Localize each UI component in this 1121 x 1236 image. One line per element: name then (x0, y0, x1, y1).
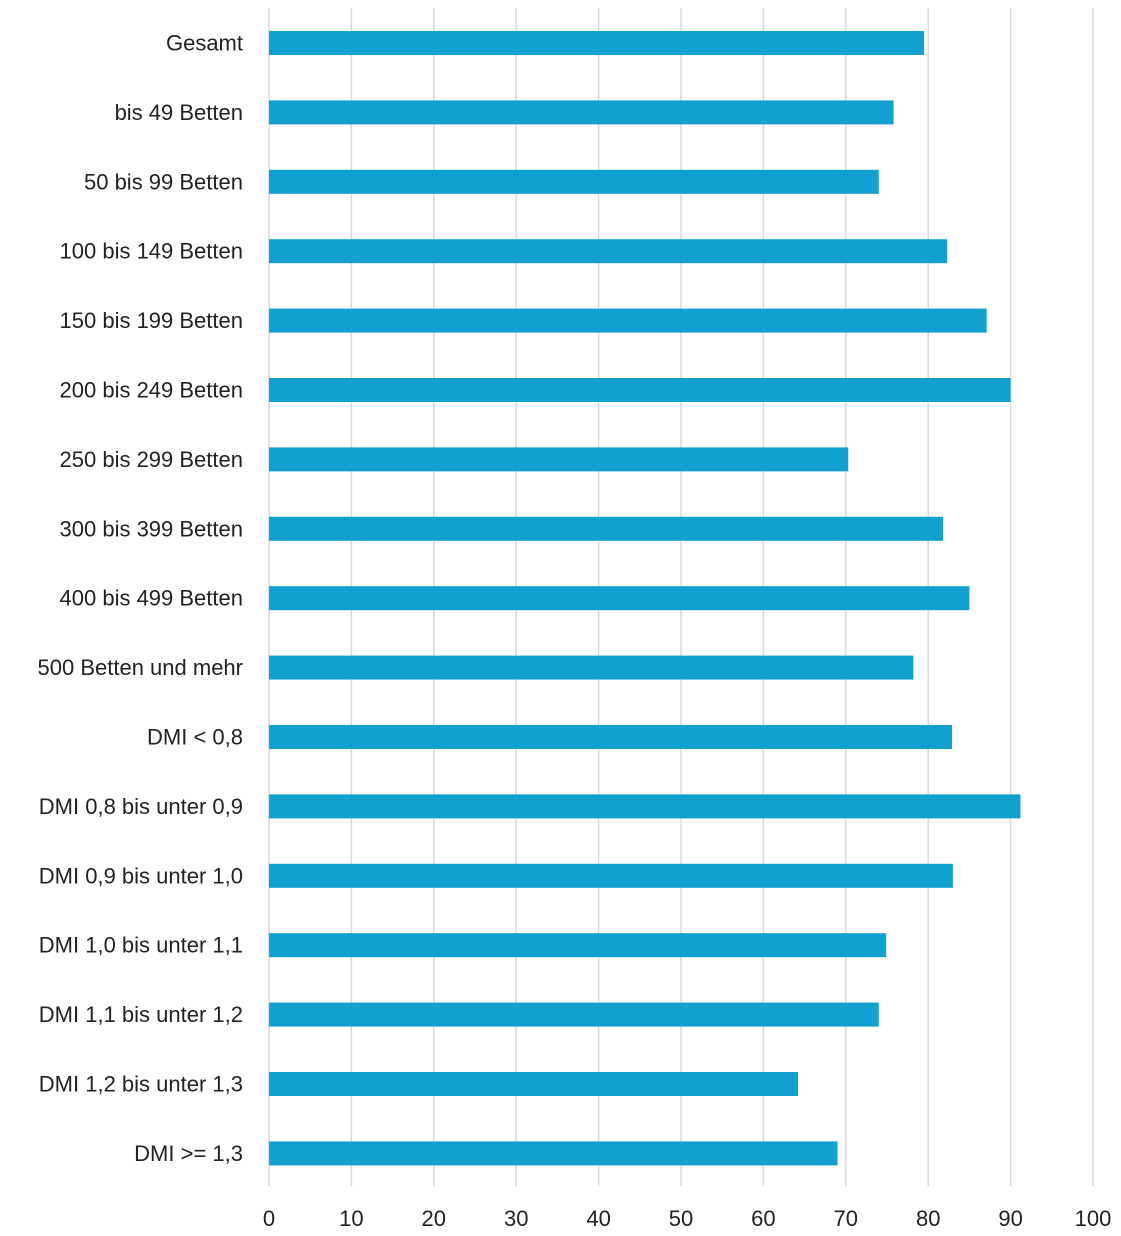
category-label: 200 bis 249 Betten (60, 378, 243, 403)
x-tick-label: 0 (263, 1206, 275, 1231)
x-tick-label: 60 (751, 1206, 775, 1231)
category-label: DMI 1,0 bis unter 1,1 (39, 933, 243, 958)
x-tick-label: 100 (1075, 1206, 1112, 1231)
category-label: DMI >= 1,3 (134, 1141, 243, 1166)
x-tick-label: 80 (916, 1206, 940, 1231)
bar (269, 863, 953, 888)
bar (269, 1072, 799, 1096)
bar (269, 586, 970, 611)
bar (269, 933, 887, 958)
category-label: 100 bis 149 Betten (60, 239, 243, 264)
category-label: 50 bis 99 Betten (84, 169, 243, 194)
category-label: DMI < 0,8 (147, 725, 243, 750)
bars (269, 31, 1021, 1166)
x-tick-label: 30 (504, 1206, 528, 1231)
category-label: 150 bis 199 Betten (60, 308, 243, 333)
x-tick-label: 90 (998, 1206, 1022, 1231)
bar (269, 725, 953, 749)
bar (269, 516, 944, 541)
category-label: 400 bis 499 Betten (60, 586, 243, 611)
bar (269, 447, 849, 472)
x-tick-label: 40 (586, 1206, 610, 1231)
bar (269, 169, 879, 194)
category-label: 300 bis 399 Betten (60, 516, 243, 541)
category-labels: Gesamt bis 49 Betten 50 bis 99 Betten 100 b… (38, 31, 243, 1166)
bar (269, 1002, 879, 1027)
bar (269, 308, 987, 333)
category-label: 500 Betten und mehr (38, 655, 243, 680)
category-label: DMI 0,8 bis unter 0,9 (39, 794, 243, 819)
bar (269, 100, 894, 125)
x-tick-label: 10 (339, 1206, 363, 1231)
category-label: DMI 0,9 bis unter 1,0 (39, 863, 243, 888)
category-label: DMI 1,2 bis unter 1,3 (39, 1072, 243, 1097)
category-label: Gesamt (166, 31, 243, 56)
x-tick-label: 50 (669, 1206, 693, 1231)
bar (269, 1141, 838, 1166)
bar (269, 794, 1021, 819)
category-label: 250 bis 299 Betten (60, 447, 243, 472)
category-label: DMI 1,1 bis unter 1,2 (39, 1002, 243, 1027)
bar (269, 31, 925, 55)
bar (269, 378, 1011, 402)
bar (269, 239, 948, 264)
bar (269, 655, 914, 680)
x-tick-label: 70 (834, 1206, 858, 1231)
category-label: bis 49 Betten (115, 100, 243, 125)
x-tick-label: 20 (422, 1206, 446, 1231)
x-tick-labels: 0 10 20 30 40 50 60 70 80 90 100 (263, 1206, 1111, 1231)
